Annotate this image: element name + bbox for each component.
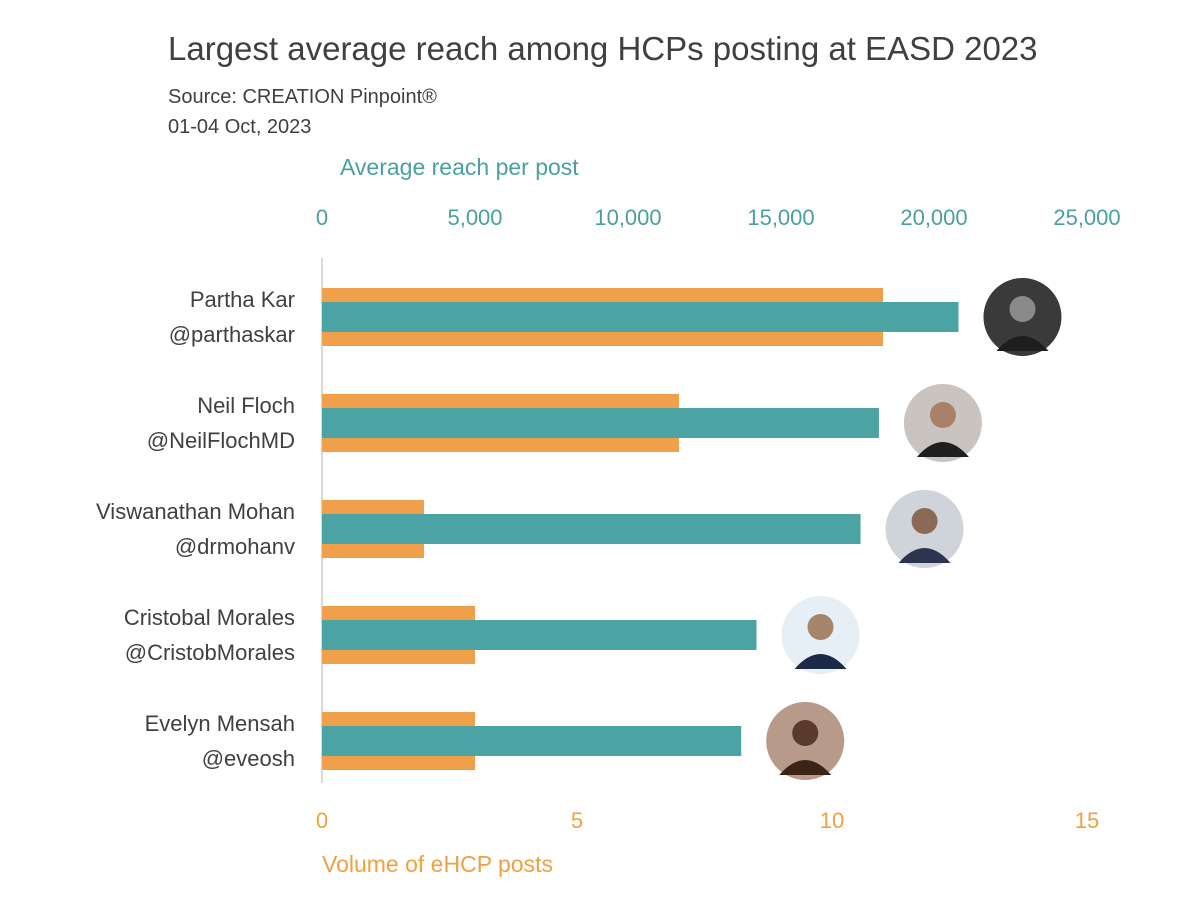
- top-axis-tick-label: 0: [316, 205, 328, 230]
- bottom-axis-title: Volume of eHCP posts: [322, 851, 553, 877]
- category-name-label: Partha Kar: [190, 287, 295, 312]
- chart-title: Largest average reach among HCPs posting…: [168, 30, 1038, 67]
- reach-bar: [322, 514, 861, 544]
- bottom-axis-tick-label: 0: [316, 808, 328, 833]
- top-axis-tick-label: 5,000: [447, 205, 502, 230]
- category-name-label: Neil Floch: [197, 393, 295, 418]
- avatar-photo-icon: [779, 594, 862, 676]
- chart-source: Source: CREATION Pinpoint®: [168, 86, 437, 108]
- category-name-label: Cristobal Morales: [124, 605, 295, 630]
- category-handle-label: @NeilFlochMD: [147, 428, 295, 453]
- avatar-photo-icon: [883, 488, 966, 570]
- top-axis-title: Average reach per post: [340, 154, 579, 180]
- category-name-label: Viswanathan Mohan: [96, 499, 295, 524]
- avatar-photo-icon: [981, 276, 1064, 358]
- bottom-axis-tick-label: 10: [820, 808, 844, 833]
- category-handle-label: @drmohanv: [175, 534, 295, 559]
- bottom-axis-tick-label: 15: [1075, 808, 1099, 833]
- top-axis-tick-label: 15,000: [747, 205, 814, 230]
- reach-bar: [322, 408, 879, 438]
- category-name-label: Evelyn Mensah: [145, 711, 295, 736]
- category-handle-label: @CristobMorales: [125, 640, 295, 665]
- reach-bar: [322, 620, 757, 650]
- top-axis-tick-label: 20,000: [900, 205, 967, 230]
- reach-bar: [322, 302, 959, 332]
- avatar-photo-icon: [901, 382, 984, 464]
- reach-bar: [322, 726, 742, 756]
- top-axis-tick-label: 25,000: [1053, 205, 1120, 230]
- category-handle-label: @eveosh: [202, 746, 295, 771]
- category-handle-label: @parthaskar: [169, 322, 295, 347]
- bottom-axis-tick-label: 5: [571, 808, 583, 833]
- avatar-photo-icon: [764, 700, 847, 782]
- top-axis-tick-label: 10,000: [594, 205, 661, 230]
- chart-date-range: 01-04 Oct, 2023: [168, 116, 312, 138]
